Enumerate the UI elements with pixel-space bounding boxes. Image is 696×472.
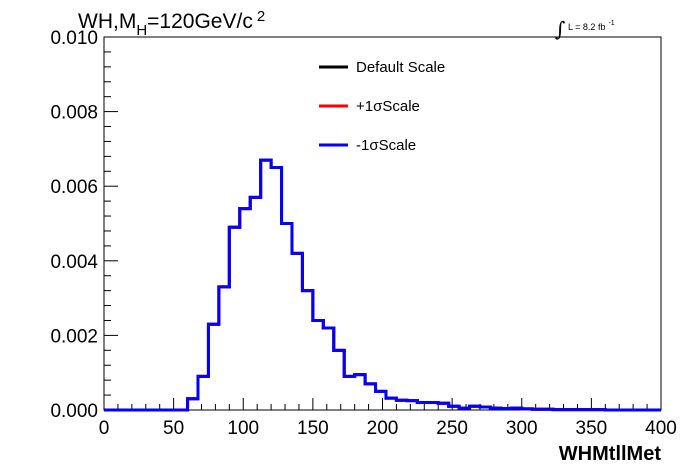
- lumi-integral-sign: ∫: [555, 17, 565, 41]
- chart-title-main: WH,M: [78, 10, 136, 33]
- legend-label-plus1sigma: +1σScale: [356, 98, 420, 115]
- x-tick-label: 0: [99, 418, 110, 439]
- x-tick-label: 200: [367, 418, 399, 439]
- x-tick-label: 300: [506, 418, 538, 439]
- chart-title-superscript: 2: [257, 8, 265, 25]
- legend-label-default: Default Scale: [356, 59, 445, 76]
- y-tick-label: 0.008: [50, 103, 98, 124]
- y-tick-label: 0.004: [50, 252, 98, 273]
- x-tick-label: 50: [163, 418, 184, 439]
- x-axis-label: WHMtllMet: [559, 443, 662, 465]
- x-tick-label: 400: [645, 418, 677, 439]
- y-tick-label: 0.006: [50, 177, 98, 198]
- y-axis-ticks: 0.000 0.002 0.004 0.006 0.008 0.010: [50, 28, 118, 422]
- x-tick-label: 250: [436, 418, 468, 439]
- x-tick-label: 100: [227, 418, 259, 439]
- lumi-superscript: -1: [608, 20, 614, 27]
- series-minus1sigma-scale: [104, 158, 661, 412]
- legend-label-minus1sigma: -1σScale: [356, 137, 416, 154]
- y-tick-label: 0.010: [50, 28, 98, 49]
- chart-title-rest: =120GeV/c: [147, 10, 253, 33]
- lumi-text: L = 8.2 fb: [568, 22, 605, 32]
- histogram-series: [104, 158, 661, 412]
- lumi-label: L = 8.2 fb -1: [568, 20, 615, 32]
- legend: Default Scale +1σScale -1σScale: [319, 59, 445, 154]
- y-tick-label: 0.002: [50, 326, 98, 347]
- y-tick-label: 0.000: [50, 401, 98, 422]
- x-tick-label: 350: [576, 418, 608, 439]
- chart-title: WH,MH=120GeV/c 2: [78, 8, 265, 39]
- x-tick-label: 150: [297, 418, 329, 439]
- x-axis-ticks: 0 50 100 150 200 250 300 350 400: [99, 398, 677, 439]
- chart-title-subscript: H: [136, 22, 147, 39]
